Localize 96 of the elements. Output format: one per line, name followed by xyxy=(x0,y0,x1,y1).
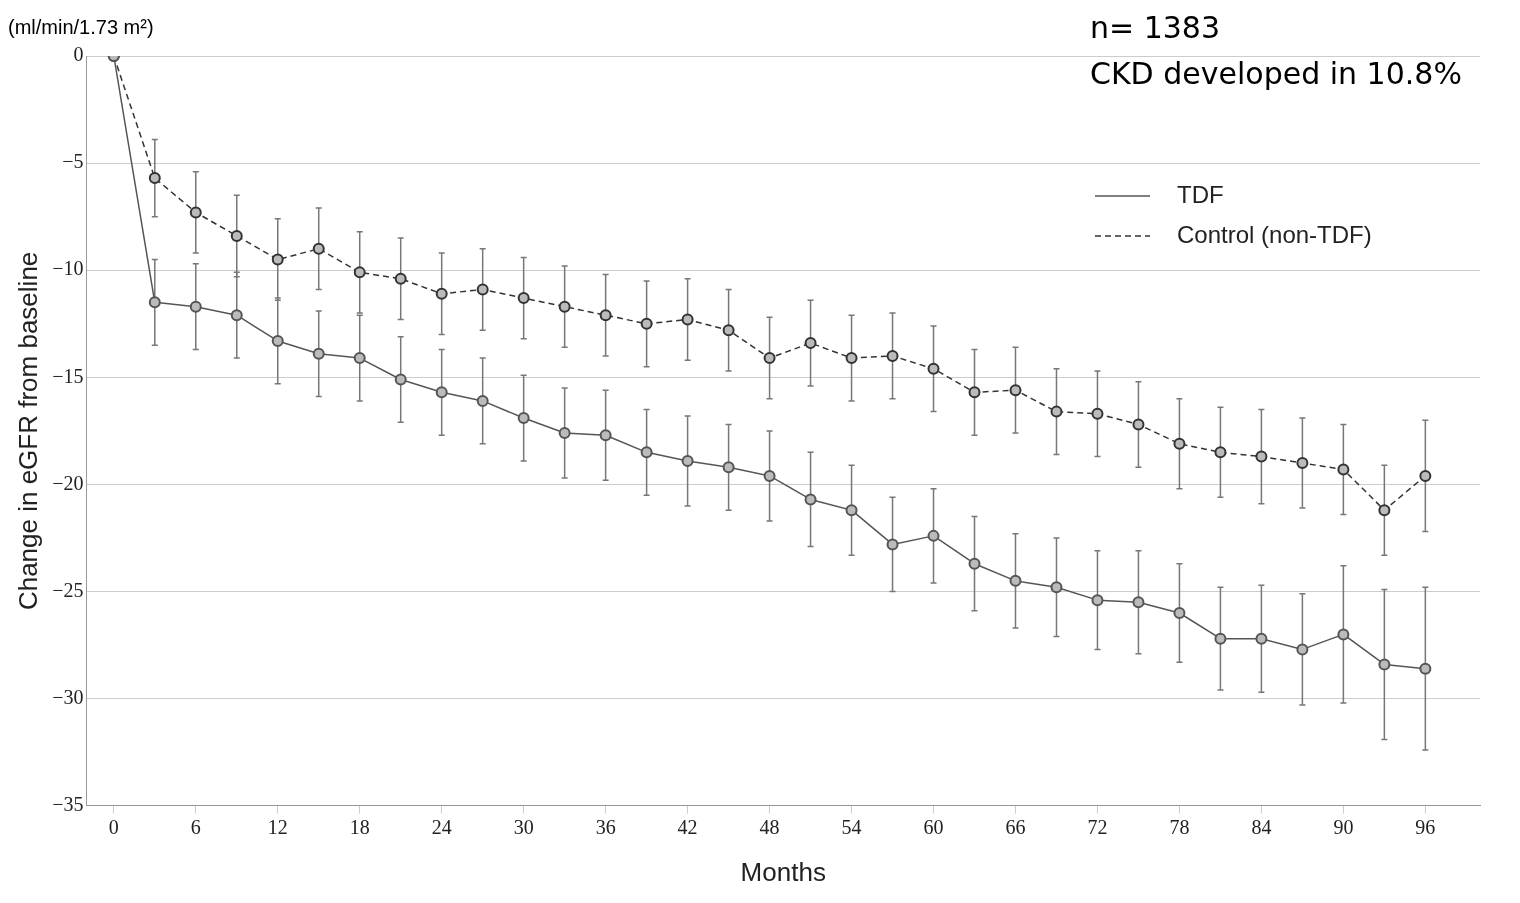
point xyxy=(1255,450,1268,463)
point xyxy=(435,287,448,300)
point xyxy=(1050,405,1063,418)
point xyxy=(1132,418,1145,431)
point xyxy=(476,394,489,407)
point xyxy=(927,529,940,542)
point xyxy=(1296,457,1309,470)
x-tick-label: 66 xyxy=(1005,816,1026,839)
y-tick-label: −30 xyxy=(52,685,84,708)
point xyxy=(845,504,858,517)
x-tick-label: 78 xyxy=(1169,816,1190,839)
point xyxy=(763,469,776,482)
point xyxy=(1214,632,1227,645)
point xyxy=(804,337,817,350)
x-tick-label: 54 xyxy=(841,816,862,839)
point xyxy=(1419,662,1432,675)
point xyxy=(1173,437,1186,450)
y-tick-label: −25 xyxy=(52,578,84,601)
point xyxy=(1255,632,1268,645)
x-tick-label: 6 xyxy=(190,816,201,839)
point xyxy=(1378,504,1391,517)
point xyxy=(886,538,899,551)
point xyxy=(599,309,612,322)
legend-label: Control (non-TDF) xyxy=(1177,220,1372,248)
point xyxy=(1419,469,1432,482)
y-tick-label: −5 xyxy=(62,150,84,173)
point xyxy=(435,386,448,399)
point xyxy=(394,373,407,386)
legend-label: TDF xyxy=(1177,180,1224,208)
x-axis-title: Months xyxy=(740,856,826,887)
point xyxy=(968,557,981,570)
point xyxy=(312,242,325,255)
point xyxy=(763,352,776,365)
x-tick-label: 84 xyxy=(1251,816,1272,839)
point xyxy=(681,454,694,467)
point xyxy=(1009,384,1022,397)
x-tick-label: 12 xyxy=(267,816,288,839)
point xyxy=(886,349,899,362)
point xyxy=(189,300,202,313)
x-tick-label: 30 xyxy=(513,816,534,839)
point xyxy=(1337,463,1350,476)
x-tick-label: 0 xyxy=(108,816,119,839)
point xyxy=(558,300,571,313)
point xyxy=(517,412,530,425)
x-tick-label: 18 xyxy=(349,816,370,839)
point xyxy=(353,266,366,279)
point xyxy=(804,493,817,506)
x-tick-label: 90 xyxy=(1333,816,1354,839)
point xyxy=(148,172,161,185)
y-tick-label: −15 xyxy=(52,364,84,387)
point xyxy=(230,309,243,322)
x-tick-label: 48 xyxy=(759,816,780,839)
point xyxy=(189,206,202,219)
point xyxy=(353,352,366,365)
text: (ml/min/1.73 m²) xyxy=(8,16,154,38)
y-tick-label: −10 xyxy=(52,257,84,280)
point xyxy=(722,461,735,474)
point xyxy=(271,253,284,266)
x-tick-label: 36 xyxy=(595,816,616,839)
point xyxy=(394,272,407,285)
point xyxy=(476,283,489,296)
point xyxy=(1296,643,1309,656)
point xyxy=(312,347,325,360)
x-tick-label: 24 xyxy=(431,816,452,839)
y-tick-label: 0 xyxy=(73,43,84,66)
annotation: CKD developed in 10.8% xyxy=(1090,56,1462,91)
point xyxy=(968,386,981,399)
y-axis-title: Change in eGFR from baseline xyxy=(12,251,43,611)
point xyxy=(1009,574,1022,587)
point xyxy=(1091,407,1104,420)
point xyxy=(1173,606,1186,619)
y-tick-label: −35 xyxy=(52,793,84,816)
point xyxy=(1378,658,1391,671)
x-tick-label: 96 xyxy=(1415,816,1436,839)
point xyxy=(1132,596,1145,609)
point xyxy=(681,313,694,326)
point xyxy=(1214,446,1227,459)
point xyxy=(148,296,161,309)
point xyxy=(1091,594,1104,607)
x-tick-label: 42 xyxy=(677,816,698,839)
point xyxy=(640,446,653,459)
point xyxy=(558,427,571,440)
x-tick-label: 72 xyxy=(1087,816,1108,839)
point xyxy=(1337,628,1350,641)
point xyxy=(517,292,530,305)
x-tick-label: 60 xyxy=(923,816,944,839)
y-tick-label: −20 xyxy=(52,471,84,494)
point xyxy=(271,334,284,347)
point xyxy=(230,229,243,242)
point xyxy=(640,317,653,330)
point xyxy=(722,324,735,337)
point xyxy=(927,362,940,375)
point xyxy=(845,352,858,365)
point xyxy=(599,429,612,442)
point xyxy=(1050,581,1063,594)
text: n= 1383 xyxy=(1090,10,1221,45)
